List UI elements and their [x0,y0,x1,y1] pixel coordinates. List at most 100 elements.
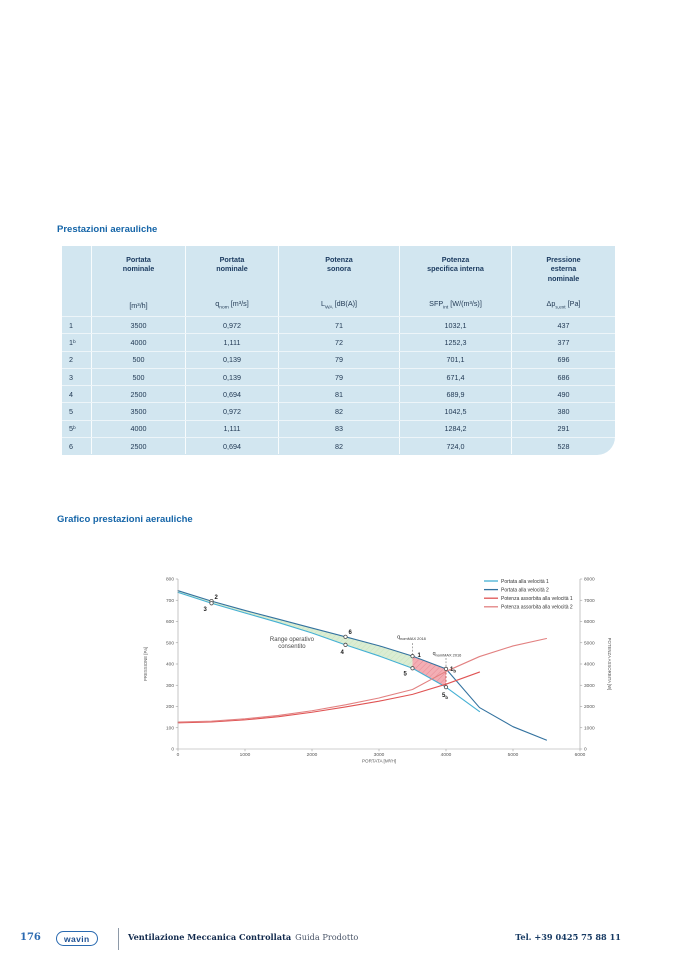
footer-title: Ventilazione Meccanica Controllata Guida … [128,932,358,942]
data-point-marker [343,634,348,639]
table-cell: 71 [279,317,400,334]
table-cell: 701,1 [400,351,512,368]
chart-svg: Range operativo consentito qnomMAX 2018 qno… [143,577,612,764]
x-tick-label: 2000 [307,752,318,758]
table-cell: 0,139 [186,351,279,368]
table-row: 1 3500 0,972 71 1032,1 437 [62,316,615,334]
table-cell: 0,972 [186,403,279,420]
data-point-label: 6 [349,630,353,636]
table-row: 5 3500 0,972 82 1042,5 380 [62,402,615,420]
table-cell: 3500 [92,403,186,420]
table-cell: 82 [279,438,400,455]
table-body: 1 3500 0,972 71 1032,1 437 1 b 4000 1,111 72 1252,3… [62,316,615,455]
table-cell: 528 [557,441,570,451]
row-id: 3 [62,368,92,386]
table-cell: 79 [279,368,400,386]
table-cell: 671,4 [400,368,512,386]
footer-title-bold: Ventilazione Meccanica Controllata [128,932,292,942]
column-unit: [m³/h] [129,301,148,310]
annotation-label: qnomMAX 2016 [433,651,462,657]
table-header-row: Portata nominale [m³/h] Portata nominale qn… [62,246,615,316]
data-point-label: 3 [204,607,208,613]
table-cell: 724,0 [400,438,512,455]
performance-table: Portata nominale [m³/h] Portata nominale qn… [62,246,615,455]
data-point-marker [443,685,449,690]
series-line-portata_v2 [177,590,548,741]
data-point-label: 5b [442,693,448,700]
y-right-tick-label: 2000 [584,704,595,710]
y-left-tick-label: 800 [166,577,174,583]
y-left-tick-label: 700 [166,598,174,604]
y-left-tick-label: 0 [171,747,174,753]
y-right-tick-label: 7000 [584,598,595,604]
table-row: 6 2500 0,694 82 724,0 528 [62,437,615,455]
table-cell: 83 [279,420,400,438]
table-cell: 82 [279,403,400,420]
table-cell: 0,139 [186,368,279,386]
data-point-marker [410,666,415,671]
y-left-axis-title: PRESSIONE [Pa] [143,647,148,681]
table-cell: 3500 [92,317,186,334]
table-cell: 0,694 [186,386,279,403]
column-title: Potenza specifica interna [427,255,484,274]
table-cell: 500 [92,368,186,386]
chart-section-title: Grafico prestazioni aerauliche [57,514,193,525]
y-left-tick-label: 200 [166,704,174,710]
data-point-label: 4 [341,650,345,656]
row-id: 4 [62,386,92,403]
table-cell: 1284,2 [400,420,512,438]
y-left-tick-label: 500 [166,640,174,646]
y-right-tick-label: 8000 [584,577,595,583]
table-section-title: Prestazioni aerauliche [57,224,158,235]
y-right-tick-label: 5000 [584,640,595,646]
column-title: Pressione esterna nominale [546,255,581,283]
y-right-tick-label: 0 [584,747,587,753]
performance-chart: Range operativo consentito qnomMAX 2018 qno… [132,567,632,779]
data-point-label: 1 [418,653,422,659]
legend-label: Potenza assorbita alla velocità 2 [501,605,573,611]
annotation-label: qnomMAX 2018 [397,635,426,641]
table-cell: 500 [92,351,186,368]
y-left-tick-label: 100 [166,725,174,731]
x-tick-label: 4000 [441,752,452,758]
y-right-axis-title: POTENZA ASSORBITA [W] [607,638,612,691]
table-cell: 1,111 [186,420,279,438]
footer-title-regular: Guida Prodotto [295,932,359,942]
table-cell: 2500 [92,386,186,403]
table-cell: 72 [279,334,400,351]
column-unit: qnom [m³/s] [215,298,249,310]
footer-divider [118,928,119,950]
table-row: 3 500 0,139 79 671,4 686 [62,367,615,386]
row-id: 5 [62,403,92,420]
column-title: Potenza sonora [325,255,353,274]
table-row: 2 500 0,139 79 701,1 696 [62,350,615,368]
table-cell: 1252,3 [400,334,512,351]
table-header-cell [62,246,92,316]
table-cell: 490 [557,389,570,399]
x-tick-label: 6000 [575,752,586,758]
table-cell: 437 [557,320,570,330]
table-cell: 291 [557,424,570,434]
footer-phone: Tel. +39 0425 75 88 11 [515,932,621,942]
region-zona-2016 [412,656,446,688]
table-header-cell: Pressione esterna nominale Δps,ext [Pa] [512,246,615,316]
table-row: 1 b 4000 1,111 72 1252,3 377 [62,333,615,351]
column-unit: SFPint [W/(m³/s)] [429,298,482,310]
table-cell: 4000 [92,334,186,351]
table-row: 5 b 4000 1,111 83 1284,2 291 [62,419,615,438]
table-cell: 696 [557,355,570,365]
legend-label: Potenza assorbita alla velocità 1 [501,596,573,602]
y-right-tick-label: 4000 [584,662,595,668]
y-left-tick-label: 300 [166,683,174,689]
series-line-potenza_v2 [177,637,548,723]
data-point-marker [343,642,348,647]
table-cell: 2500 [92,438,186,455]
table-cell: 1042,5 [400,403,512,420]
x-tick-label: 0 [177,752,180,758]
page-number: 176 [20,932,41,943]
data-point-marker [209,601,214,606]
y-left-tick-label: 400 [166,662,174,668]
legend-label: Portata alla velocità 2 [501,587,549,593]
series-line-portata_v1 [177,591,481,713]
